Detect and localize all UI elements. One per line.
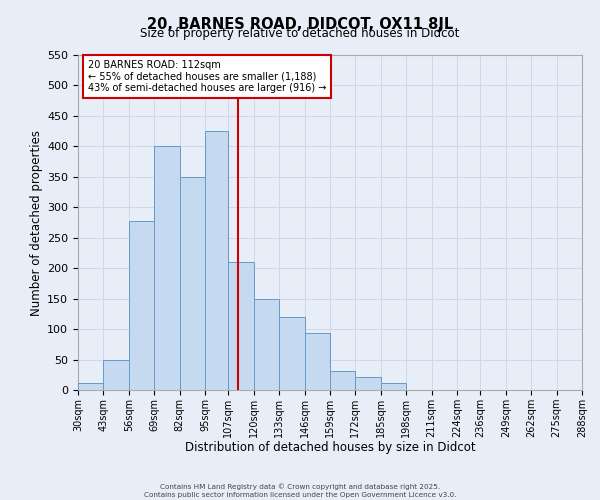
Bar (154, 146, 179, 390)
Bar (78, 382, 103, 390)
Bar (179, 177, 205, 390)
Bar (129, 220, 154, 390)
Bar (355, 376, 381, 390)
Bar (381, 382, 406, 390)
Bar (103, 360, 129, 390)
Y-axis label: Number of detached properties: Number of detached properties (30, 130, 43, 316)
Bar (330, 371, 355, 390)
Text: Size of property relative to detached houses in Didcot: Size of property relative to detached ho… (140, 28, 460, 40)
Text: Contains HM Land Registry data © Crown copyright and database right 2025.
Contai: Contains HM Land Registry data © Crown c… (144, 484, 456, 498)
Text: 20 BARNES ROAD: 112sqm
← 55% of detached houses are smaller (1,188)
43% of semi-: 20 BARNES ROAD: 112sqm ← 55% of detached… (88, 60, 326, 93)
Bar (205, 131, 229, 390)
Bar (279, 317, 305, 390)
Bar (305, 334, 330, 390)
Bar (254, 298, 279, 390)
Bar (229, 262, 254, 390)
Text: 20, BARNES ROAD, DIDCOT, OX11 8JL: 20, BARNES ROAD, DIDCOT, OX11 8JL (147, 18, 453, 32)
X-axis label: Distribution of detached houses by size in Didcot: Distribution of detached houses by size … (185, 442, 475, 454)
